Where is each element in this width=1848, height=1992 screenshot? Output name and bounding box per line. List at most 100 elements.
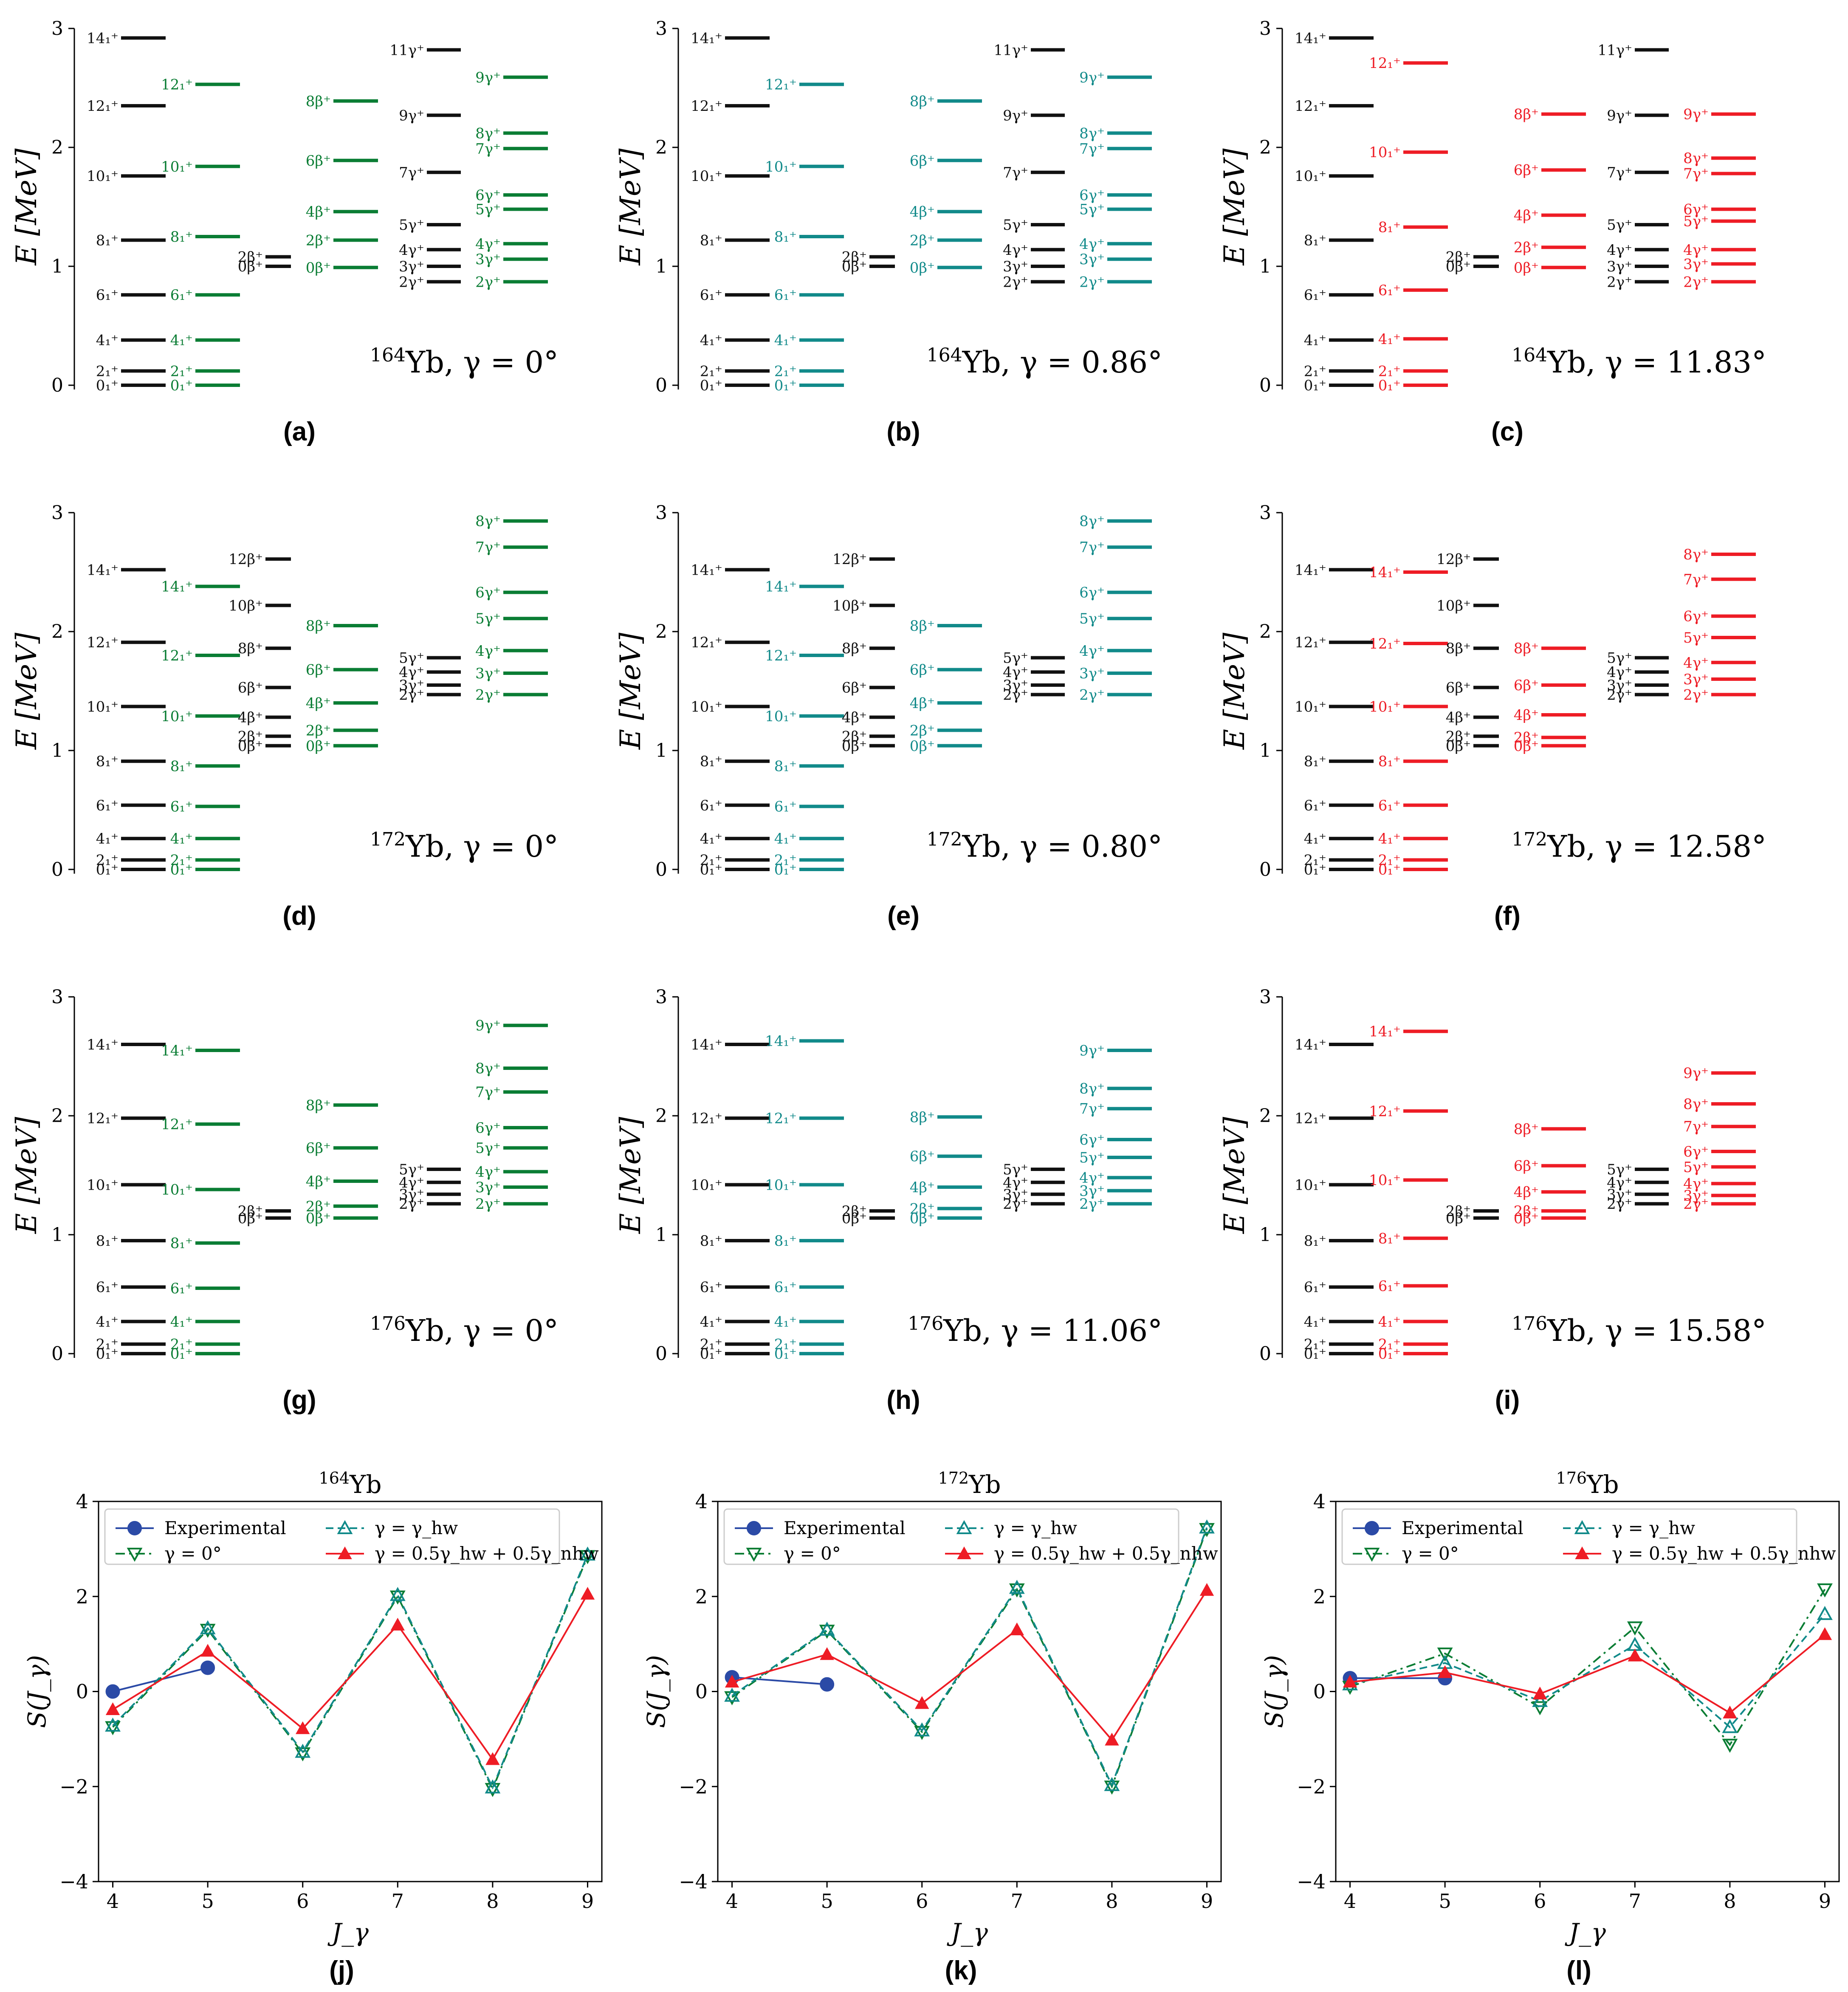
nucleus-gamma-text: Yb, γ = 0.86° xyxy=(962,345,1162,380)
panel-label: (k) xyxy=(945,1956,977,1985)
level-label: 6₁⁺ xyxy=(1304,287,1326,304)
mass-number: 176 xyxy=(908,1313,943,1335)
series-hw xyxy=(105,1546,595,1794)
y-tick-label: 4 xyxy=(695,1490,708,1513)
data-point xyxy=(580,1587,595,1600)
level-label: 4β⁺ xyxy=(842,709,867,726)
nucleus-annotation: 164Yb, γ = 0° xyxy=(370,344,559,380)
x-tick-label: 9 xyxy=(581,1890,594,1913)
level-label: 14₁⁺ xyxy=(87,30,118,47)
data-point xyxy=(819,1621,835,1636)
y-tick-label: 0 xyxy=(76,1680,88,1703)
level-label: 8₁⁺ xyxy=(96,1233,118,1250)
series-line xyxy=(731,1590,1208,1741)
x-tick-label: 4 xyxy=(726,1890,738,1913)
level-label: 2₁⁺ xyxy=(1378,363,1401,380)
level-label: 2γ⁺ xyxy=(399,274,424,291)
level-label: 0β⁺ xyxy=(842,258,867,275)
level-label: 4γ⁺ xyxy=(1683,1176,1709,1193)
panel-label: (h) xyxy=(886,1385,920,1415)
y-tick-label: 0 xyxy=(51,1343,63,1365)
y-axis-label: E [MeV] xyxy=(614,148,647,265)
level-label: 9γ⁺ xyxy=(1683,106,1709,123)
level-label: 5γ⁺ xyxy=(475,1140,501,1157)
y-tick-label: 3 xyxy=(655,502,667,524)
level-label: 4₁⁺ xyxy=(96,332,118,349)
level-label: 9γ⁺ xyxy=(475,69,501,86)
level-label: 2β⁺ xyxy=(1514,239,1539,256)
level-label: 2γ⁺ xyxy=(1683,1196,1709,1213)
data-point xyxy=(200,1644,215,1657)
level-label: 6β⁺ xyxy=(306,662,331,679)
x-tick-label: 7 xyxy=(1011,1890,1023,1913)
level-label: 6γ⁺ xyxy=(1079,1131,1105,1148)
level-label: 4β⁺ xyxy=(238,709,263,726)
series-line xyxy=(731,1529,1208,1789)
y-tick-label: 0 xyxy=(51,375,63,396)
level-label: 2γ⁺ xyxy=(1683,686,1709,703)
y-tick-label: −2 xyxy=(59,1775,88,1798)
level-label: 3γ⁺ xyxy=(1607,1186,1632,1203)
level-label: 12₁⁺ xyxy=(1295,634,1326,651)
level-label: 6₁⁺ xyxy=(700,797,722,814)
y-tick-label: −2 xyxy=(1297,1775,1326,1798)
series-line xyxy=(1350,1613,1825,1729)
level-label: 2₁⁺ xyxy=(170,363,193,380)
data-point xyxy=(1365,1521,1379,1535)
level-label: 10₁⁺ xyxy=(691,698,722,715)
data-point xyxy=(820,1647,834,1660)
level-label: 8β⁺ xyxy=(306,618,331,635)
y-tick-label: −2 xyxy=(679,1775,708,1798)
data-point xyxy=(914,1726,930,1740)
level-label: 2₁⁺ xyxy=(96,1336,118,1353)
level-label: 2₁⁺ xyxy=(774,363,797,380)
level-label: 12₁⁺ xyxy=(691,634,722,651)
level-label: 14₁⁺ xyxy=(1369,1023,1401,1040)
level-label: 12₁⁺ xyxy=(87,1110,118,1127)
level-label: 6₁⁺ xyxy=(96,797,118,814)
x-axis-label: J_γ xyxy=(327,1918,369,1947)
level-label: 8β⁺ xyxy=(1446,640,1471,657)
level-label: 8₁⁺ xyxy=(1304,1233,1326,1250)
level-label: 7γ⁺ xyxy=(1683,166,1709,183)
y-tick-label: 0 xyxy=(51,859,63,880)
mass-number: 176 xyxy=(370,1313,406,1335)
data-point xyxy=(1723,1705,1737,1718)
data-point xyxy=(200,1620,216,1634)
level-label: 3γ⁺ xyxy=(475,1179,501,1196)
y-tick-label: 2 xyxy=(1313,1585,1326,1608)
level-label: 4γ⁺ xyxy=(399,242,424,259)
level-label: 14₁⁺ xyxy=(161,1042,193,1059)
level-label: 0₁⁺ xyxy=(1378,377,1401,394)
level-label: 3γ⁺ xyxy=(1079,665,1105,682)
data-point xyxy=(390,1617,405,1631)
level-label: 10₁⁺ xyxy=(87,698,118,715)
level-label: 2β⁺ xyxy=(1446,1203,1471,1220)
level-label: 10₁⁺ xyxy=(765,158,797,175)
y-tick-label: 2 xyxy=(655,1105,667,1127)
title-symbol: Yb xyxy=(968,1470,1001,1499)
level-label: 0₁⁺ xyxy=(1378,1346,1401,1363)
level-label: 2₁⁺ xyxy=(1304,363,1326,380)
level-label: 7γ⁺ xyxy=(1079,539,1105,556)
level-label: 4γ⁺ xyxy=(399,1174,424,1191)
data-point xyxy=(1105,1732,1119,1746)
series-line xyxy=(732,1676,827,1685)
level-label: 0₁⁺ xyxy=(96,377,118,394)
level-label: 4γ⁺ xyxy=(475,1164,501,1181)
level-label: 10₁⁺ xyxy=(1369,144,1401,161)
data-point xyxy=(105,1684,120,1699)
level-label: 0₁⁺ xyxy=(774,377,797,394)
y-axis-label: E [MeV] xyxy=(10,148,43,265)
level-label: 6β⁺ xyxy=(1446,680,1471,697)
level-label: 6₁⁺ xyxy=(96,1279,118,1296)
level-label: 14₁⁺ xyxy=(87,1036,118,1053)
panel-label: (c) xyxy=(1491,417,1524,446)
nucleus-annotation: 172Yb, γ = 12.58° xyxy=(1512,829,1766,864)
data-point xyxy=(1009,1583,1025,1598)
legend-entry: Experimental xyxy=(164,1518,286,1538)
level-label: 5γ⁺ xyxy=(399,650,424,667)
level-label: 4₁⁺ xyxy=(96,830,118,847)
nucleus-gamma-text: Yb, γ = 12.58° xyxy=(1547,829,1766,864)
